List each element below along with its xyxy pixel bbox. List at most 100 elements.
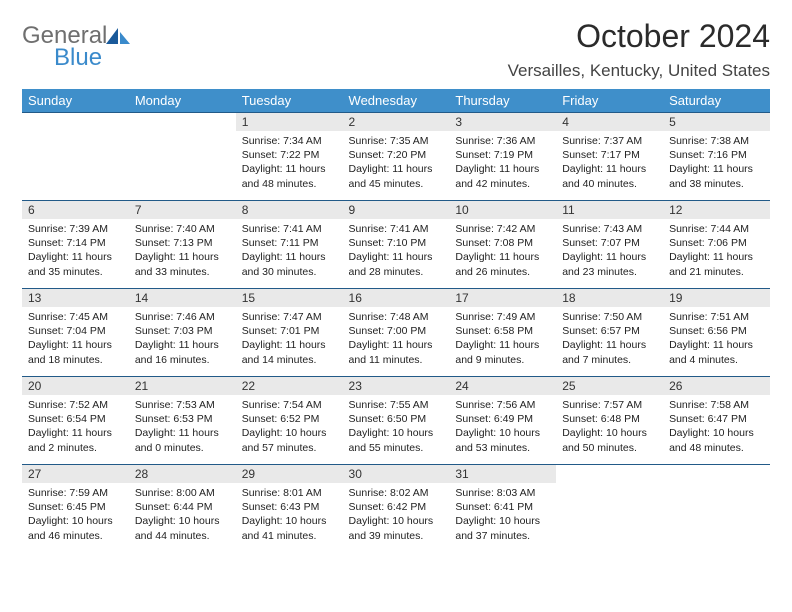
week-num-row: 27Sunrise: 7:59 AMSunset: 6:45 PMDayligh… — [22, 465, 770, 553]
day-line: Sunrise: 7:51 AM — [669, 310, 764, 324]
day-number: 12 — [663, 201, 770, 219]
day-content: Sunrise: 7:55 AMSunset: 6:50 PMDaylight:… — [343, 395, 450, 459]
day-line: Sunset: 6:45 PM — [28, 500, 123, 514]
day-cell — [556, 465, 663, 553]
week-num-row: 13Sunrise: 7:45 AMSunset: 7:04 PMDayligh… — [22, 289, 770, 377]
day-line: Sunset: 6:52 PM — [242, 412, 337, 426]
day-content: Sunrise: 7:53 AMSunset: 6:53 PMDaylight:… — [129, 395, 236, 459]
day-line: Sunrise: 7:47 AM — [242, 310, 337, 324]
day-number: 5 — [663, 113, 770, 131]
day-line: Sunrise: 7:45 AM — [28, 310, 123, 324]
day-line: and 0 minutes. — [135, 441, 230, 455]
day-line: and 48 minutes. — [242, 177, 337, 191]
day-line: Sunrise: 7:42 AM — [455, 222, 550, 236]
calendar-page: General Blue October 2024 Versailles, Ke… — [0, 0, 792, 612]
day-number — [22, 113, 129, 131]
day-cell: 28Sunrise: 8:00 AMSunset: 6:44 PMDayligh… — [129, 465, 236, 553]
day-line: and 35 minutes. — [28, 265, 123, 279]
day-content: Sunrise: 7:39 AMSunset: 7:14 PMDaylight:… — [22, 219, 129, 283]
day-line: Sunrise: 8:00 AM — [135, 486, 230, 500]
day-line: Sunset: 6:43 PM — [242, 500, 337, 514]
day-line: Daylight: 11 hours — [669, 162, 764, 176]
day-line: Daylight: 11 hours — [455, 338, 550, 352]
day-content: Sunrise: 7:36 AMSunset: 7:19 PMDaylight:… — [449, 131, 556, 195]
day-line: Sunrise: 7:37 AM — [562, 134, 657, 148]
day-content: Sunrise: 7:48 AMSunset: 7:00 PMDaylight:… — [343, 307, 450, 371]
day-content: Sunrise: 8:02 AMSunset: 6:42 PMDaylight:… — [343, 483, 450, 547]
logo-blue: Blue — [54, 46, 132, 70]
day-line: Sunrise: 7:43 AM — [562, 222, 657, 236]
day-cell: 17Sunrise: 7:49 AMSunset: 6:58 PMDayligh… — [449, 289, 556, 377]
day-line: and 33 minutes. — [135, 265, 230, 279]
day-line: and 2 minutes. — [28, 441, 123, 455]
day-line: Sunset: 6:42 PM — [349, 500, 444, 514]
day-content: Sunrise: 7:58 AMSunset: 6:47 PMDaylight:… — [663, 395, 770, 459]
day-cell: 22Sunrise: 7:54 AMSunset: 6:52 PMDayligh… — [236, 377, 343, 465]
day-line: and 42 minutes. — [455, 177, 550, 191]
day-line: Sunset: 6:44 PM — [135, 500, 230, 514]
day-line: Daylight: 11 hours — [349, 250, 444, 264]
day-number: 24 — [449, 377, 556, 395]
day-line: Sunrise: 7:39 AM — [28, 222, 123, 236]
day-line: Sunrise: 7:50 AM — [562, 310, 657, 324]
day-line: Daylight: 11 hours — [669, 250, 764, 264]
day-line: Sunrise: 7:53 AM — [135, 398, 230, 412]
day-line: and 41 minutes. — [242, 529, 337, 543]
day-header: Wednesday — [343, 89, 450, 113]
day-line: Sunrise: 7:41 AM — [242, 222, 337, 236]
day-number: 9 — [343, 201, 450, 219]
day-line: Sunset: 7:11 PM — [242, 236, 337, 250]
week-num-row: 1Sunrise: 7:34 AMSunset: 7:22 PMDaylight… — [22, 113, 770, 201]
day-number: 27 — [22, 465, 129, 483]
day-line: Daylight: 10 hours — [455, 514, 550, 528]
day-cell: 24Sunrise: 7:56 AMSunset: 6:49 PMDayligh… — [449, 377, 556, 465]
logo-sail-icon — [106, 26, 132, 46]
day-line: Sunrise: 7:49 AM — [455, 310, 550, 324]
day-header: Friday — [556, 89, 663, 113]
day-line: Sunset: 7:20 PM — [349, 148, 444, 162]
day-number: 18 — [556, 289, 663, 307]
day-line: Sunset: 7:00 PM — [349, 324, 444, 338]
day-content: Sunrise: 7:50 AMSunset: 6:57 PMDaylight:… — [556, 307, 663, 371]
day-number: 20 — [22, 377, 129, 395]
day-number: 17 — [449, 289, 556, 307]
day-number: 8 — [236, 201, 343, 219]
day-line: and 28 minutes. — [349, 265, 444, 279]
day-number — [663, 465, 770, 483]
day-header: Thursday — [449, 89, 556, 113]
day-number: 6 — [22, 201, 129, 219]
day-line: Sunset: 7:22 PM — [242, 148, 337, 162]
day-number: 4 — [556, 113, 663, 131]
day-line: and 55 minutes. — [349, 441, 444, 455]
day-line: Sunset: 7:03 PM — [135, 324, 230, 338]
day-line: Daylight: 11 hours — [242, 250, 337, 264]
day-header: Sunday — [22, 89, 129, 113]
day-line: Daylight: 11 hours — [242, 338, 337, 352]
day-content: Sunrise: 7:35 AMSunset: 7:20 PMDaylight:… — [343, 131, 450, 195]
day-line: Daylight: 11 hours — [562, 162, 657, 176]
day-line: Sunrise: 7:40 AM — [135, 222, 230, 236]
day-content: Sunrise: 7:46 AMSunset: 7:03 PMDaylight:… — [129, 307, 236, 371]
day-line: Daylight: 11 hours — [455, 162, 550, 176]
day-number: 19 — [663, 289, 770, 307]
day-content: Sunrise: 7:51 AMSunset: 6:56 PMDaylight:… — [663, 307, 770, 371]
day-line: Sunset: 7:08 PM — [455, 236, 550, 250]
day-cell: 25Sunrise: 7:57 AMSunset: 6:48 PMDayligh… — [556, 377, 663, 465]
day-line: Daylight: 10 hours — [349, 514, 444, 528]
week-num-row: 6Sunrise: 7:39 AMSunset: 7:14 PMDaylight… — [22, 201, 770, 289]
day-header: Saturday — [663, 89, 770, 113]
day-line: Sunset: 7:17 PM — [562, 148, 657, 162]
day-cell: 12Sunrise: 7:44 AMSunset: 7:06 PMDayligh… — [663, 201, 770, 289]
day-line: Sunset: 6:49 PM — [455, 412, 550, 426]
day-cell: 8 Sunrise: 7:41 AMSunset: 7:11 PMDaylight… — [236, 201, 343, 289]
day-line: Sunrise: 7:52 AM — [28, 398, 123, 412]
day-line: Sunrise: 7:58 AM — [669, 398, 764, 412]
day-line: and 4 minutes. — [669, 353, 764, 367]
day-line: Daylight: 11 hours — [349, 162, 444, 176]
day-line: Sunset: 7:13 PM — [135, 236, 230, 250]
day-line: Sunrise: 7:57 AM — [562, 398, 657, 412]
day-cell: 29Sunrise: 8:01 AMSunset: 6:43 PMDayligh… — [236, 465, 343, 553]
day-line: and 21 minutes. — [669, 265, 764, 279]
day-cell: 18Sunrise: 7:50 AMSunset: 6:57 PMDayligh… — [556, 289, 663, 377]
day-number: 3 — [449, 113, 556, 131]
